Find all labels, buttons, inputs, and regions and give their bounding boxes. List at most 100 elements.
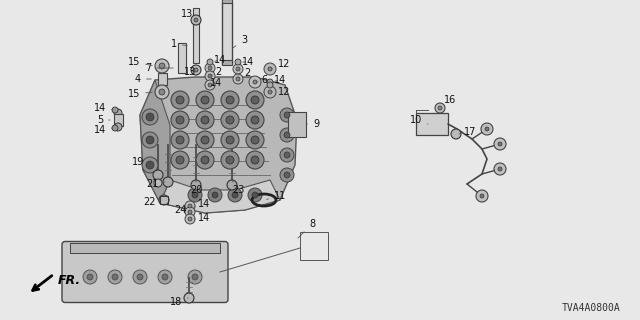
Circle shape bbox=[176, 156, 184, 164]
Bar bbox=[160, 196, 168, 204]
Circle shape bbox=[171, 151, 189, 169]
Circle shape bbox=[435, 103, 445, 113]
Circle shape bbox=[146, 161, 154, 169]
Circle shape bbox=[83, 270, 97, 284]
Circle shape bbox=[205, 80, 215, 90]
Circle shape bbox=[155, 59, 169, 73]
Text: 14: 14 bbox=[242, 57, 254, 67]
Circle shape bbox=[251, 156, 259, 164]
Circle shape bbox=[236, 67, 240, 71]
Circle shape bbox=[232, 192, 238, 198]
Circle shape bbox=[246, 91, 264, 109]
Bar bbox=[222, 60, 232, 65]
Circle shape bbox=[142, 109, 158, 125]
Text: 11: 11 bbox=[267, 191, 286, 201]
Bar bbox=[222, 0, 232, 3]
Circle shape bbox=[158, 270, 172, 284]
Circle shape bbox=[205, 71, 215, 81]
Circle shape bbox=[191, 15, 201, 25]
Circle shape bbox=[485, 127, 489, 131]
Text: 12: 12 bbox=[272, 59, 290, 69]
Circle shape bbox=[280, 108, 294, 122]
Text: 14: 14 bbox=[94, 103, 113, 113]
Circle shape bbox=[251, 96, 259, 104]
Text: 7: 7 bbox=[145, 63, 173, 73]
Circle shape bbox=[480, 194, 484, 198]
Circle shape bbox=[142, 132, 158, 148]
Circle shape bbox=[226, 116, 234, 124]
Bar bbox=[222, 2, 232, 64]
Circle shape bbox=[171, 111, 189, 129]
Circle shape bbox=[221, 151, 239, 169]
Text: 15: 15 bbox=[128, 89, 152, 99]
Circle shape bbox=[114, 109, 122, 117]
Text: 22: 22 bbox=[144, 197, 161, 207]
Text: 14: 14 bbox=[210, 78, 222, 88]
Circle shape bbox=[264, 63, 276, 75]
Circle shape bbox=[221, 111, 239, 129]
Text: 23: 23 bbox=[232, 180, 244, 195]
Circle shape bbox=[191, 180, 201, 190]
Circle shape bbox=[194, 18, 198, 22]
Text: 9: 9 bbox=[306, 119, 319, 129]
Text: 17: 17 bbox=[459, 127, 476, 137]
Circle shape bbox=[226, 96, 234, 104]
Circle shape bbox=[201, 116, 209, 124]
Text: 6: 6 bbox=[257, 75, 267, 85]
Circle shape bbox=[481, 123, 493, 135]
FancyBboxPatch shape bbox=[62, 242, 228, 302]
Circle shape bbox=[208, 74, 212, 78]
Circle shape bbox=[108, 270, 122, 284]
Circle shape bbox=[251, 116, 259, 124]
Circle shape bbox=[233, 74, 243, 84]
Circle shape bbox=[280, 148, 294, 162]
Circle shape bbox=[264, 86, 276, 98]
Circle shape bbox=[268, 67, 272, 71]
Circle shape bbox=[207, 59, 213, 65]
Text: 20: 20 bbox=[190, 180, 202, 195]
Circle shape bbox=[142, 157, 158, 173]
Circle shape bbox=[246, 131, 264, 149]
Text: 8: 8 bbox=[298, 219, 315, 238]
Circle shape bbox=[494, 138, 506, 150]
Circle shape bbox=[196, 151, 214, 169]
Text: 14: 14 bbox=[194, 199, 210, 209]
Circle shape bbox=[284, 132, 290, 138]
Text: 14: 14 bbox=[94, 125, 113, 135]
Circle shape bbox=[171, 91, 189, 109]
Circle shape bbox=[280, 168, 294, 182]
Circle shape bbox=[188, 204, 192, 208]
Circle shape bbox=[280, 128, 294, 142]
Circle shape bbox=[498, 167, 502, 171]
Polygon shape bbox=[140, 80, 170, 203]
Circle shape bbox=[153, 170, 163, 180]
Circle shape bbox=[196, 111, 214, 129]
Circle shape bbox=[208, 83, 212, 87]
Text: 18: 18 bbox=[170, 297, 188, 307]
Text: 19: 19 bbox=[132, 157, 151, 167]
Text: 1: 1 bbox=[171, 39, 188, 49]
Circle shape bbox=[112, 107, 118, 113]
Text: TVA4A0800A: TVA4A0800A bbox=[561, 303, 620, 313]
Circle shape bbox=[221, 91, 239, 109]
Text: 12: 12 bbox=[272, 87, 290, 97]
Circle shape bbox=[192, 192, 198, 198]
Circle shape bbox=[227, 180, 237, 190]
Text: 16: 16 bbox=[441, 95, 456, 107]
Text: 10: 10 bbox=[410, 115, 428, 125]
Circle shape bbox=[284, 172, 290, 178]
Text: 14: 14 bbox=[214, 55, 226, 65]
Circle shape bbox=[236, 77, 240, 81]
Circle shape bbox=[159, 63, 165, 69]
Circle shape bbox=[137, 274, 143, 280]
Text: 2: 2 bbox=[210, 67, 221, 77]
Circle shape bbox=[146, 136, 154, 144]
Bar bbox=[157, 73, 166, 85]
Bar bbox=[300, 232, 328, 260]
Circle shape bbox=[159, 89, 165, 95]
Text: 3: 3 bbox=[232, 35, 247, 48]
Circle shape bbox=[438, 106, 442, 110]
Bar bbox=[416, 113, 448, 135]
Circle shape bbox=[176, 136, 184, 144]
Polygon shape bbox=[140, 77, 297, 213]
